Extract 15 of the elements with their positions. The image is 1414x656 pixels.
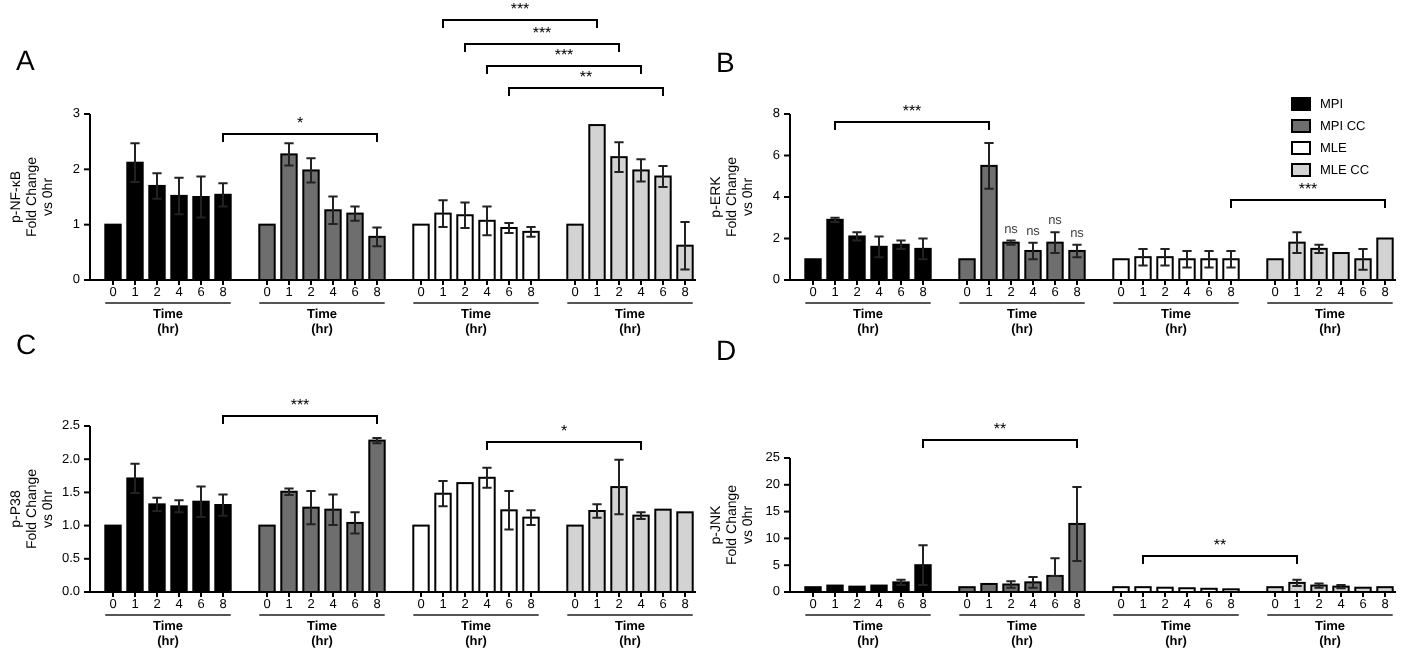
text: *** [532, 24, 552, 42]
annotation: * [560, 422, 568, 440]
annotation: *** [902, 102, 922, 120]
text: *** [290, 396, 310, 414]
annotation: ** [1213, 536, 1227, 554]
text: ** [579, 68, 593, 86]
annotation: * [296, 114, 304, 132]
text: *** [510, 0, 530, 18]
text: ** [993, 420, 1007, 438]
chart-title: D [716, 334, 737, 366]
chart-title: A [16, 44, 36, 76]
annotation: *** [1298, 180, 1318, 198]
text: *** [554, 46, 574, 64]
chart-title: C [16, 328, 37, 360]
chart-title: B [716, 46, 735, 78]
